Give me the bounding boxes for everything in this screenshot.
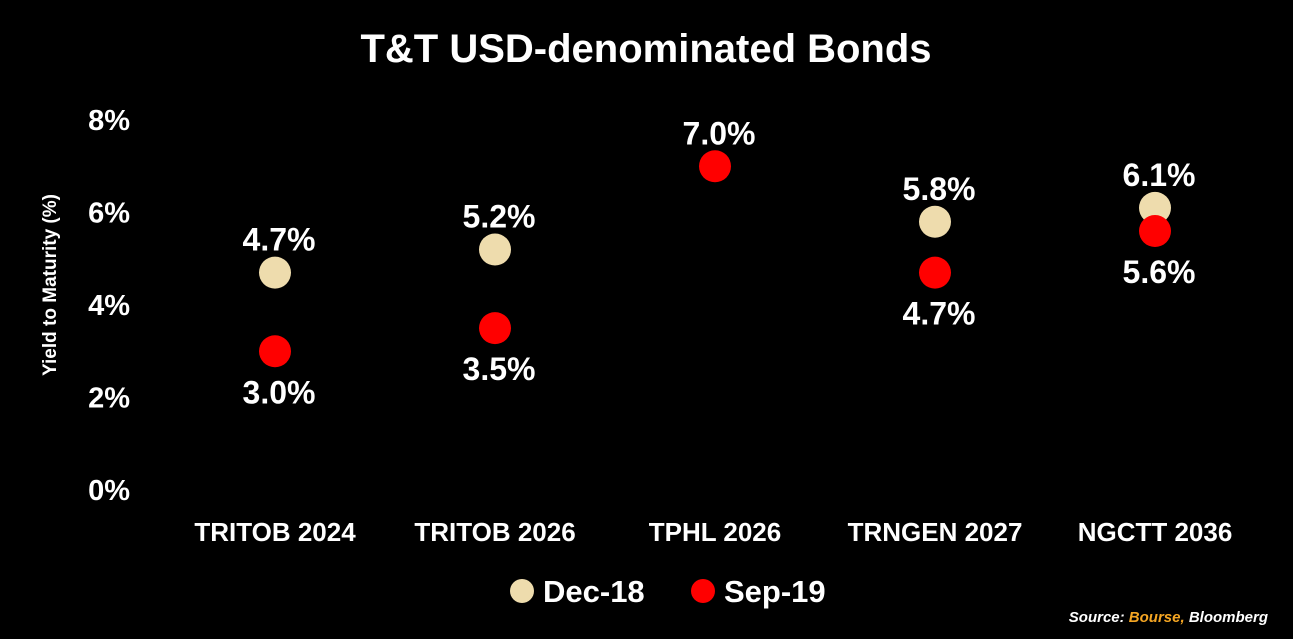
point-dec-18 [479,233,511,266]
data-label: 5.6% [1123,254,1196,290]
legend: Dec-18 Sep-19 [510,574,826,609]
x-tick-label: TRITOB 2024 [194,517,356,547]
data-label: 5.2% [463,199,536,235]
legend-marker-sep-19 [691,579,715,603]
source-note: Source: Bourse, Bloomberg [1069,609,1268,626]
data-label: 4.7% [903,296,976,332]
source-prefix: Source: [1069,609,1129,626]
point-sep-19 [259,335,291,368]
point-dec-18 [1139,191,1171,224]
point-dec-18 [919,205,951,238]
legend-marker-dec-18 [510,579,534,603]
y-axis-ticks: 0% 2% 4% 6% 8% [88,105,130,507]
chart-title: T&T USD-denominated Bonds [360,27,931,71]
data-label: 3.0% [243,374,316,410]
data-labels: 4.7% 3.0% 5.2% 3.5% 7.0% 5.8% 4.7% 6.1% 5.6% [243,115,1196,410]
point-dec-18 [259,256,291,289]
y-axis-label: Yield to Maturity (%) [40,194,61,376]
point-sep-19 [1139,215,1171,247]
x-tick-label: TRITOB 2026 [414,517,575,547]
legend-label: Dec-18 [543,574,645,609]
data-label: 6.1% [1123,157,1196,193]
y-tick-label: 0% [88,475,130,507]
x-tick-label: TPHL 2026 [649,517,781,547]
data-label: 7.0% [683,115,756,151]
data-label: 5.8% [903,171,976,207]
x-tick-label: NGCTT 2036 [1078,517,1233,547]
source-rest: Bloomberg [1185,609,1268,626]
data-label: 3.5% [463,351,536,387]
x-tick-label: TRNGEN 2027 [848,517,1023,547]
x-axis-ticks: TRITOB 2024 TRITOB 2026 TPHL 2026 TRNGEN 20… [194,517,1232,547]
y-tick-label: 6% [88,198,130,230]
y-tick-label: 4% [88,290,130,322]
y-tick-label: 2% [88,383,130,415]
point-sep-19 [919,256,951,289]
point-sep-19 [699,150,731,183]
legend-label: Sep-19 [724,574,826,609]
y-tick-label: 8% [88,105,130,137]
point-sep-19 [479,312,511,345]
data-label: 4.7% [243,222,316,258]
source-bourse: Bourse, [1129,609,1185,626]
data-points [259,150,1171,368]
